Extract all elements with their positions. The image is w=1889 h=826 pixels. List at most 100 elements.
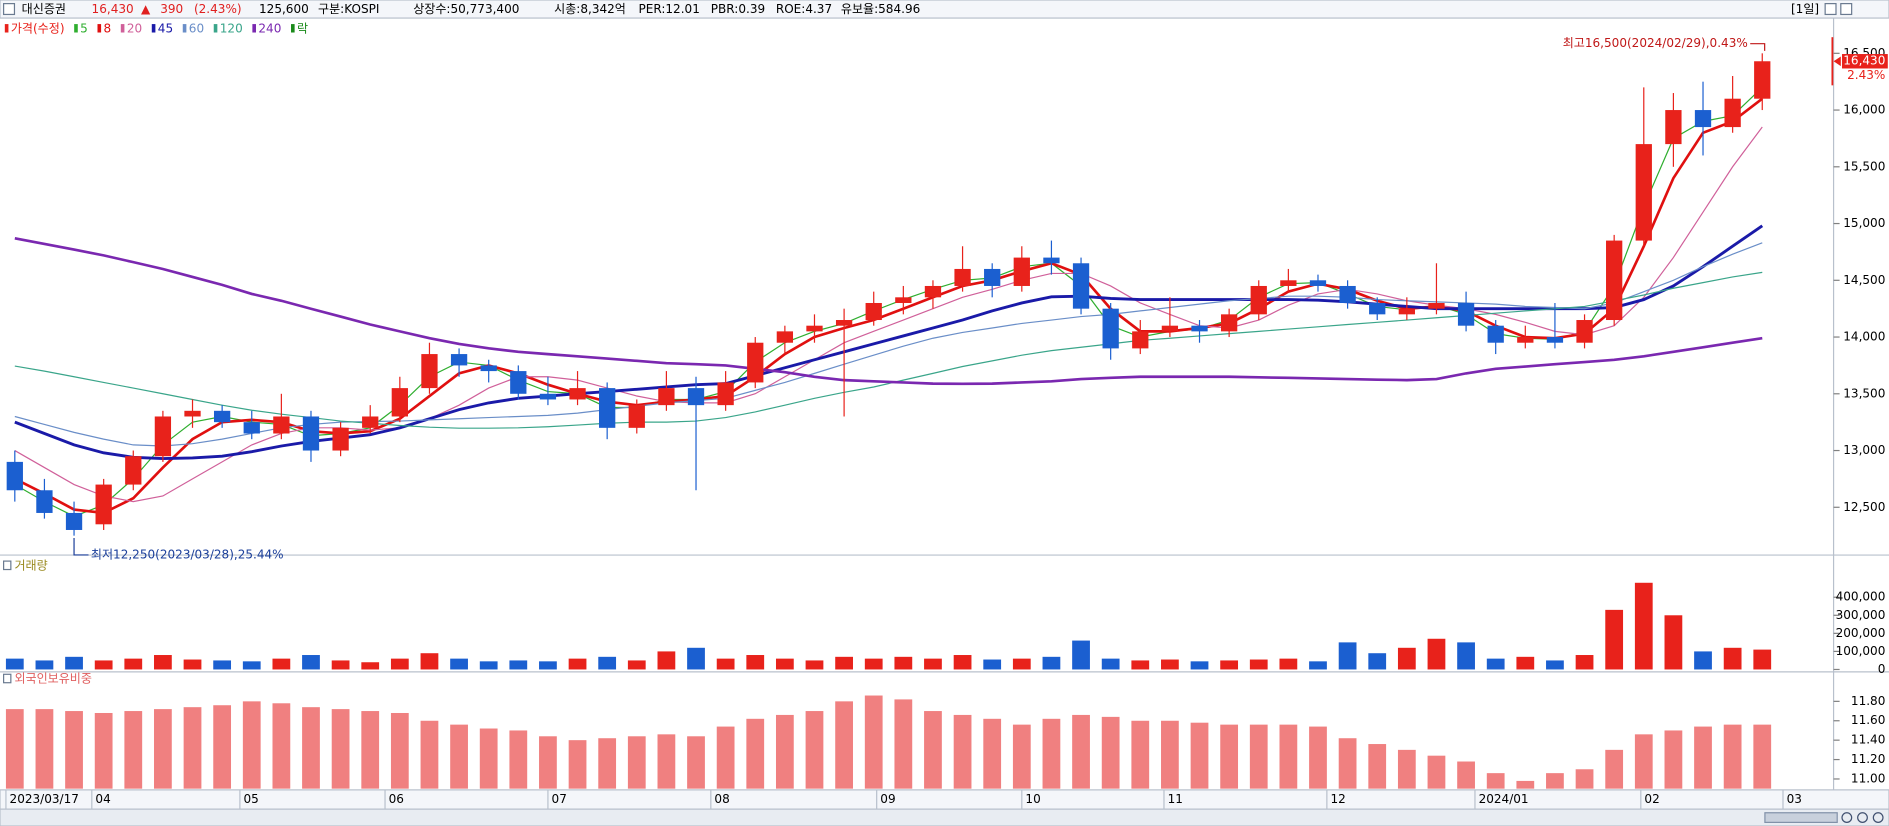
bar [1338, 642, 1357, 670]
bar [1664, 730, 1683, 789]
restore-button[interactable] [1824, 3, 1837, 16]
menu-icon[interactable] [3, 3, 16, 16]
y-tick-label: 11.00 [1851, 771, 1885, 785]
bar [390, 712, 409, 789]
candle-body [184, 410, 201, 417]
bar [1427, 638, 1446, 670]
roe: ROE:4.37 [776, 2, 832, 16]
candle-body [569, 388, 586, 400]
bar [953, 655, 972, 670]
bar [1072, 714, 1090, 789]
bar [627, 736, 646, 789]
bar [509, 730, 528, 789]
legend-label: 120 [220, 21, 243, 35]
bar [924, 711, 942, 789]
candle-body [1132, 331, 1149, 349]
bar [331, 709, 350, 789]
bar [1486, 773, 1505, 789]
candle-body [362, 416, 379, 428]
bar [983, 718, 1002, 789]
last-price-pointer [1833, 56, 1841, 67]
bar [568, 658, 587, 670]
candle-body [1576, 320, 1593, 343]
bar [154, 709, 172, 789]
bar [1368, 744, 1387, 789]
bar [509, 660, 528, 670]
x-tick-label: 2023/03/17 [10, 792, 79, 806]
moving-average [14, 236, 1763, 386]
bar [1516, 780, 1535, 789]
candle-body [6, 461, 23, 491]
zoom-out[interactable] [1857, 812, 1868, 823]
bar [1190, 661, 1209, 670]
candle-body [213, 410, 231, 423]
candle-body [1043, 257, 1060, 264]
zoom-in[interactable] [1841, 812, 1853, 823]
candle-body [1250, 285, 1267, 315]
bar [154, 655, 172, 670]
legend-label: 가격(수정) [11, 21, 65, 35]
legend-swatch [291, 24, 295, 33]
bar [1309, 661, 1327, 670]
candle-body [1398, 308, 1415, 315]
bar [1012, 658, 1031, 670]
y-tick-label: 16,000 [1843, 103, 1885, 117]
panel-title: 외국인보유비중 [14, 672, 92, 686]
bar [1042, 656, 1061, 670]
x-tick-label: 12 [1330, 792, 1345, 806]
bar [1397, 749, 1416, 789]
bar [1397, 647, 1416, 670]
bar [1279, 658, 1298, 670]
bar [479, 728, 498, 789]
bar [1279, 724, 1298, 789]
candle-body [1339, 285, 1356, 303]
candle-body [421, 354, 438, 389]
bar [627, 660, 646, 670]
reserve-ratio: 유보율:584.96 [841, 2, 920, 16]
bar [1072, 640, 1090, 670]
bar [420, 720, 439, 789]
bar [213, 660, 232, 670]
candle-body [1428, 302, 1445, 309]
period[interactable]: [1일] [1791, 2, 1819, 16]
candle-body [865, 302, 882, 321]
legend-swatch [213, 24, 218, 33]
bar [805, 711, 824, 789]
scroll-thumb[interactable] [1764, 812, 1838, 823]
stock-name: 대신증권 [22, 2, 66, 16]
scrollbar[interactable] [0, 808, 1889, 826]
bar [272, 703, 291, 789]
panel-icon [3, 560, 12, 571]
candle-body [806, 325, 823, 332]
bar [420, 653, 439, 670]
bar [479, 661, 498, 670]
bar [775, 714, 794, 789]
legend-swatch [74, 24, 78, 33]
candle-body [154, 416, 172, 457]
candle-body [539, 393, 557, 400]
candle-body [1102, 308, 1119, 349]
high-arrow [1750, 43, 1766, 51]
change-arrow: ▲ [141, 2, 151, 16]
zoom-reset[interactable] [1872, 812, 1884, 823]
candle-body [1606, 240, 1623, 321]
bar [864, 695, 883, 789]
bar [1131, 720, 1150, 789]
y-tick-label: 14,500 [1843, 273, 1885, 287]
bar [94, 660, 113, 670]
legend-label: 8 [104, 21, 112, 35]
close-button[interactable] [1840, 3, 1853, 16]
low-arrow [73, 538, 89, 556]
candle-body [1013, 257, 1030, 286]
bar [983, 659, 1002, 670]
per: PER:12.01 [639, 2, 700, 16]
bar [35, 660, 54, 670]
candle-body [95, 484, 112, 525]
market: 구분:KOSPI [318, 2, 379, 16]
bar [450, 658, 468, 670]
last-price-box [1842, 54, 1888, 69]
candle-body [1517, 337, 1534, 343]
change: 390 [160, 2, 183, 16]
candle-body [984, 268, 1001, 286]
bar [183, 659, 202, 670]
